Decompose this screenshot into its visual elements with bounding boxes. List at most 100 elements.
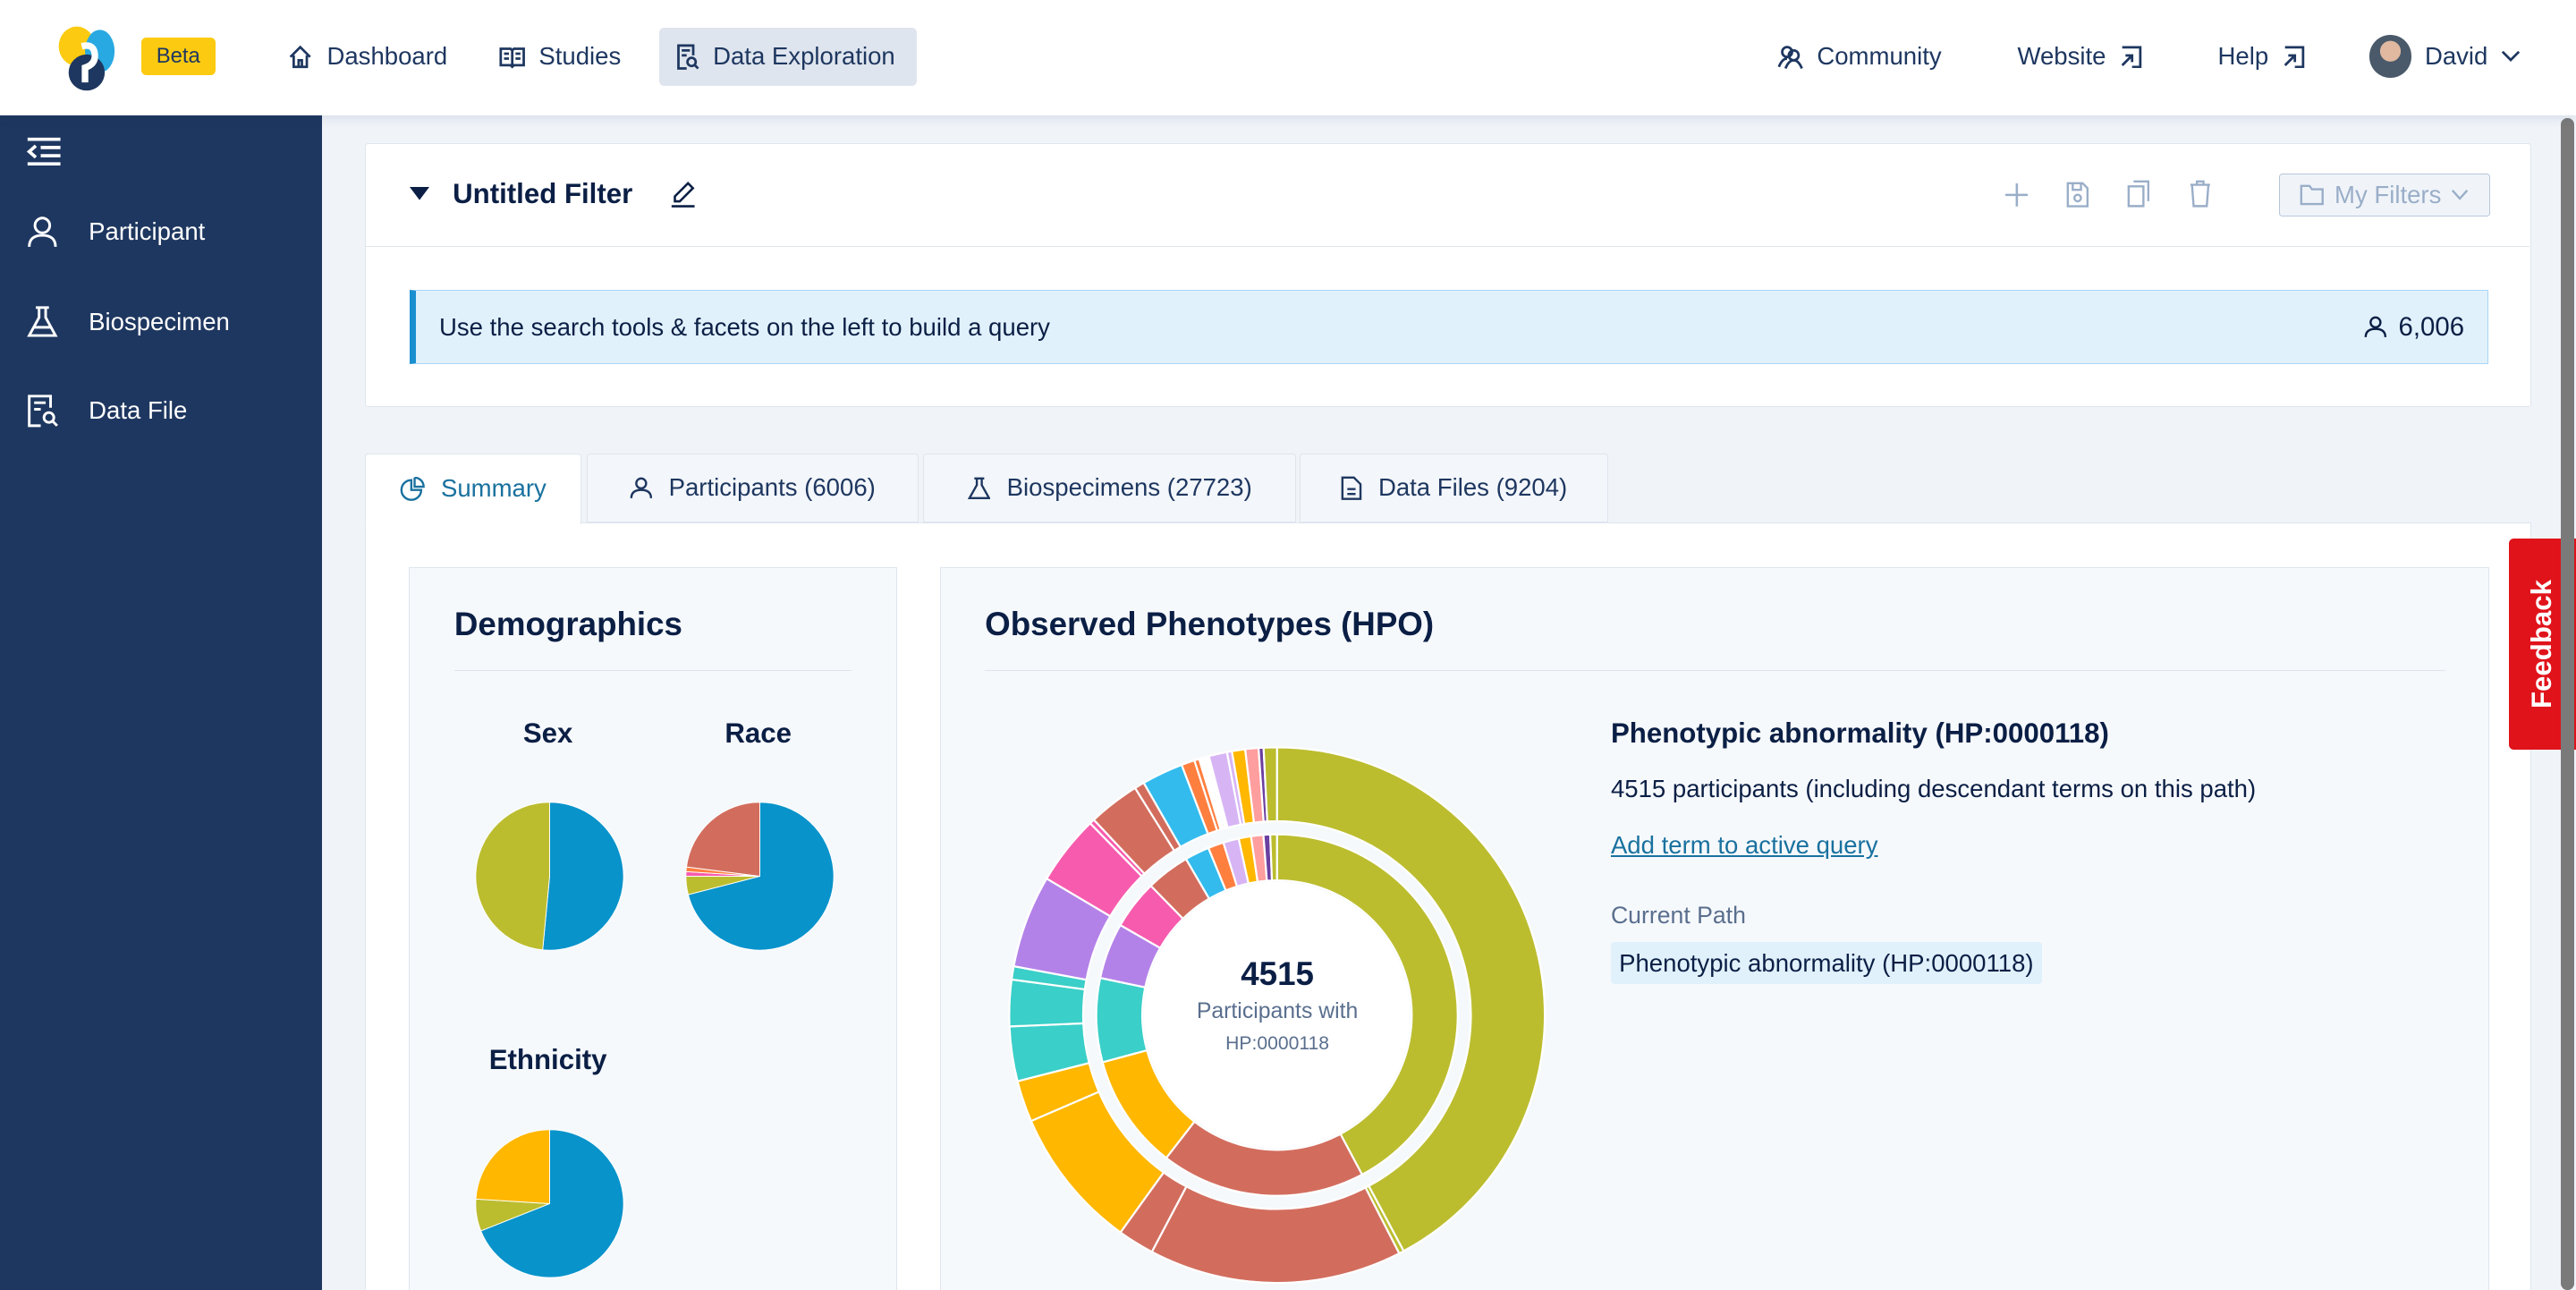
nav-label: Dashboard bbox=[326, 42, 448, 71]
phenotype-detail-title: Phenotypic abnormality (HP:0000118) bbox=[1610, 717, 2109, 749]
center-count: 4515 bbox=[1241, 955, 1314, 993]
tab-data-files[interactable]: Data Files (9204) bbox=[1299, 453, 1609, 523]
delete-icon[interactable] bbox=[2189, 180, 2212, 208]
chevron-down-icon bbox=[2452, 190, 2469, 201]
phenotype-detail-count: 4515 participants (including descendant … bbox=[1610, 775, 2257, 803]
external-link-icon bbox=[2121, 45, 2142, 68]
sidebar-item-label: Participant bbox=[89, 216, 206, 245]
my-filters-label: My Filters bbox=[2334, 180, 2442, 208]
tab-label: Data Files (9204) bbox=[1377, 473, 1568, 502]
beta-badge: Beta bbox=[140, 38, 216, 76]
nav-dashboard[interactable]: Dashboard bbox=[273, 28, 462, 85]
outer-ring-segment-23[interactable] bbox=[1262, 745, 1279, 822]
divider bbox=[453, 669, 852, 672]
user-icon bbox=[2364, 316, 2387, 337]
user-name: David bbox=[2424, 42, 2488, 71]
file-icon bbox=[1341, 476, 1361, 500]
filter-title: Untitled Filter bbox=[453, 178, 633, 210]
demographics-card: Demographics Sex Race Ethnicity bbox=[409, 566, 897, 1290]
ethnicity-pie-chart[interactable] bbox=[474, 1128, 625, 1279]
user-icon bbox=[28, 216, 57, 247]
edit-icon[interactable] bbox=[670, 182, 696, 208]
center-code: HP:0000118 bbox=[1225, 1032, 1329, 1054]
sex-pie-segment-1[interactable] bbox=[475, 802, 550, 951]
tab-summary[interactable]: Summary bbox=[364, 453, 582, 524]
current-path-item[interactable]: Phenotypic abnormality (HP:0000118) bbox=[1610, 942, 2042, 985]
nav-help[interactable]: Help bbox=[2203, 28, 2319, 85]
race-chart-title: Race bbox=[724, 717, 792, 749]
nav-label: Help bbox=[2217, 42, 2269, 71]
query-builder-card: Untitled Filter My Filters Use the searc… bbox=[364, 142, 2532, 408]
app-logo[interactable] bbox=[55, 23, 124, 92]
nav-label: Data Exploration bbox=[713, 42, 895, 71]
user-menu[interactable]: David bbox=[2354, 28, 2536, 85]
users-icon bbox=[1777, 45, 1804, 69]
race-pie-chart[interactable] bbox=[684, 801, 835, 952]
collapse-sidebar-icon[interactable] bbox=[26, 136, 62, 166]
current-path-label: Current Path bbox=[1610, 901, 1746, 929]
avatar bbox=[2368, 35, 2412, 79]
save-icon[interactable] bbox=[2066, 182, 2089, 208]
tab-biospecimens[interactable]: Biospecimens (27723) bbox=[923, 453, 1297, 523]
ethnicity-pie-segment-0[interactable] bbox=[479, 1129, 624, 1278]
race-pie-segment-0[interactable] bbox=[687, 802, 835, 951]
chevron-down-icon bbox=[2501, 50, 2521, 62]
divider bbox=[985, 669, 2445, 672]
external-link-icon bbox=[2284, 45, 2305, 68]
count-value: 6,006 bbox=[2398, 311, 2465, 342]
phenotypes-title: Observed Phenotypes (HPO) bbox=[985, 605, 1435, 642]
query-info-bar: Use the search tools & facets on the lef… bbox=[410, 290, 2488, 364]
nav-community[interactable]: Community bbox=[1763, 28, 1956, 85]
nav-studies[interactable]: Studies bbox=[485, 28, 636, 85]
ethnicity-chart-title: Ethnicity bbox=[488, 1044, 607, 1076]
home-icon bbox=[290, 45, 312, 68]
sidebar-item-biospecimen[interactable]: Biospecimen bbox=[26, 305, 230, 339]
top-header: Beta Dashboard Studies Data Exploration … bbox=[0, 0, 2576, 115]
participant-count: 6,006 bbox=[2364, 312, 2464, 343]
flask-icon bbox=[27, 305, 58, 337]
sunburst-center bbox=[1144, 881, 1411, 1149]
flask-icon bbox=[967, 477, 991, 499]
inner-ring-segment-0[interactable] bbox=[1275, 833, 1460, 1175]
nav-label: Website bbox=[2017, 42, 2106, 71]
user-icon bbox=[630, 477, 652, 498]
nav-label: Studies bbox=[538, 42, 622, 71]
sex-pie-segment-0[interactable] bbox=[542, 802, 624, 952]
sidebar-item-data-file[interactable]: Data File bbox=[26, 395, 187, 428]
nav-website[interactable]: Website bbox=[2003, 28, 2157, 85]
sunburst-center-label: 4515 Participants with HP:0000118 bbox=[1113, 955, 1441, 1055]
outer-ring-segment-0[interactable] bbox=[1275, 745, 1546, 1252]
add-filter-icon[interactable] bbox=[2004, 182, 2029, 207]
sidebar-item-participant[interactable]: Participant bbox=[26, 216, 205, 249]
sidebar-item-label: Biospecimen bbox=[89, 307, 230, 335]
folder-icon bbox=[2301, 184, 2325, 205]
sidebar: Participant Biospecimen Data File bbox=[0, 115, 322, 1290]
outer-ring-segment-2[interactable] bbox=[1150, 1184, 1402, 1284]
nav-data-exploration[interactable]: Data Exploration bbox=[658, 28, 917, 86]
collapse-filter-icon[interactable] bbox=[410, 186, 430, 202]
query-info-text: Use the search tools & facets on the lef… bbox=[439, 312, 1050, 341]
feedback-label: Feedback bbox=[2526, 579, 2558, 709]
demographics-title: Demographics bbox=[453, 605, 682, 642]
file-search-icon bbox=[677, 44, 699, 70]
sidebar-item-label: Data File bbox=[89, 396, 188, 425]
duplicate-icon[interactable] bbox=[2127, 180, 2150, 208]
book-icon bbox=[499, 47, 526, 69]
file-search-icon bbox=[28, 395, 59, 428]
pie-chart-icon bbox=[400, 476, 425, 501]
phenotypes-card: Observed Phenotypes (HPO) 4515 Participa… bbox=[939, 566, 2489, 1290]
sex-pie-chart[interactable] bbox=[474, 801, 625, 952]
sex-chart-title: Sex bbox=[522, 717, 573, 749]
center-label: Participants with bbox=[1196, 999, 1359, 1024]
ethnicity-pie-segment-2[interactable] bbox=[475, 1129, 550, 1204]
add-term-link[interactable]: Add term to active query bbox=[1610, 830, 1878, 859]
my-filters-dropdown[interactable]: My Filters bbox=[2279, 173, 2490, 216]
tab-label: Biospecimens (27723) bbox=[1006, 473, 1252, 502]
scrollbar[interactable] bbox=[2561, 118, 2575, 1290]
inner-ring-segment-13[interactable] bbox=[1269, 833, 1279, 881]
phenotype-sunburst-chart[interactable] bbox=[1003, 741, 1551, 1289]
tab-participants[interactable]: Participants (6006) bbox=[586, 453, 919, 523]
nav-label: Community bbox=[1817, 42, 1942, 71]
tab-label: Participants (6006) bbox=[668, 473, 876, 502]
race-pie-segment-4[interactable] bbox=[686, 802, 760, 878]
